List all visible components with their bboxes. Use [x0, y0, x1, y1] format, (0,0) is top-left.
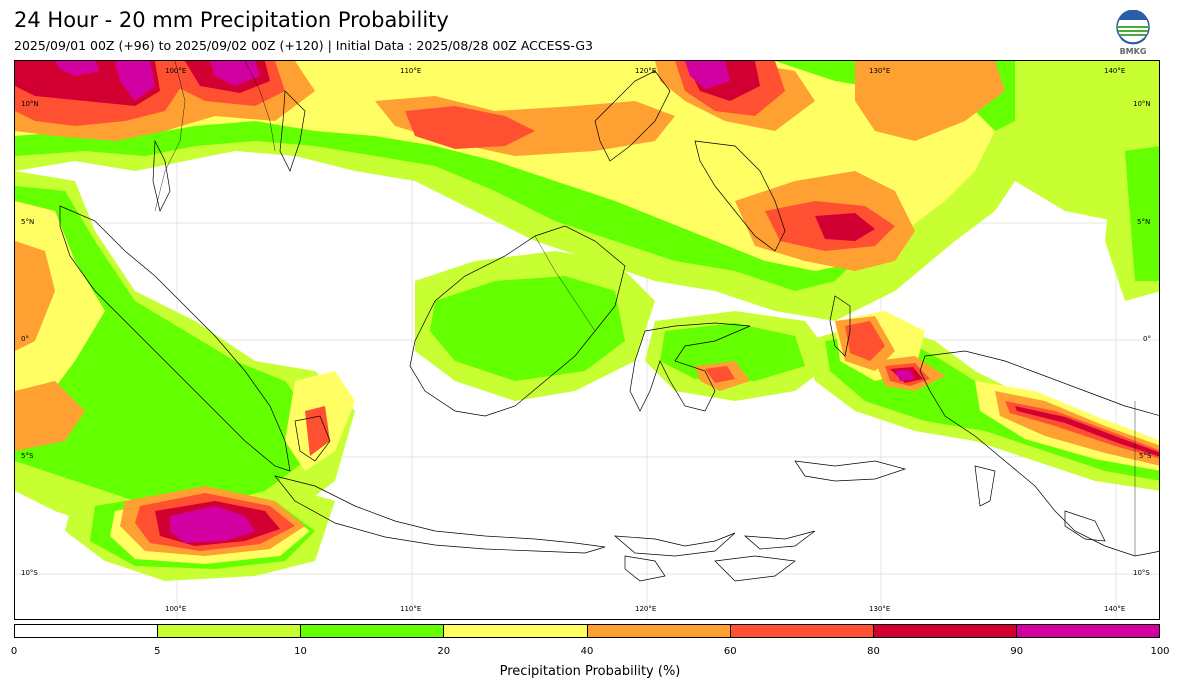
- lat-tick-label: 10°S: [21, 569, 38, 577]
- colorbar-segment: [1016, 625, 1159, 637]
- logo-text: BMKG: [1120, 47, 1147, 56]
- lon-tick-label: 140°E: [1104, 605, 1126, 613]
- lat-tick-label: 5°N: [1137, 218, 1151, 226]
- lat-tick-label: 10°N: [1133, 100, 1151, 108]
- colorbar-tick-label: 90: [1010, 646, 1024, 657]
- chart-title: 24 Hour - 20 mm Precipitation Probabilit…: [14, 8, 449, 32]
- lon-tick-label: 110°E: [400, 67, 422, 75]
- colorbar-segment: [15, 625, 159, 637]
- colorbar-tick-label: 0: [10, 646, 18, 657]
- precipitation-map: 100°E 110°E 120°E 130°E 140°E 100°E 110°…: [14, 60, 1160, 620]
- colorbar-segment: [730, 625, 874, 637]
- lon-tick-label: 120°E: [635, 605, 657, 613]
- colorbar-label: Precipitation Probability (%): [499, 664, 681, 679]
- colorbar-segment: [587, 625, 731, 637]
- lon-tick-label: 120°E: [635, 67, 657, 75]
- colorbar-segment: [444, 625, 588, 637]
- lat-tick-label: 0°: [21, 335, 29, 343]
- colorbar-segment: [301, 625, 445, 637]
- colorbar-tick-label: 60: [723, 646, 737, 657]
- colorbar-tick-label: 20: [437, 646, 451, 657]
- lat-tick-label: 5°S: [1139, 452, 1152, 460]
- colorbar-tick-label: 80: [867, 646, 880, 657]
- colorbar-segment: [873, 625, 1017, 637]
- lat-tick-label: 5°S: [21, 452, 34, 460]
- lon-tick-label: 100°E: [165, 67, 187, 75]
- borders: [154, 61, 1136, 556]
- coastlines: [59, 70, 1159, 582]
- lon-tick-label: 110°E: [400, 605, 422, 613]
- chart-subtitle: 2025/09/01 00Z (+96) to 2025/09/02 00Z (…: [14, 38, 593, 53]
- lon-tick-label: 140°E: [1104, 67, 1126, 75]
- colorbar: [14, 624, 1160, 638]
- colorbar-tick-label: 40: [580, 646, 594, 657]
- lon-tick-label: 130°E: [869, 605, 891, 613]
- lat-tick-label: 10°N: [21, 100, 39, 108]
- colorbar-tick-label: 10: [294, 646, 307, 657]
- lon-tick-label: 100°E: [165, 605, 187, 613]
- colorbar-tick-label: 5: [154, 646, 161, 657]
- lon-tick-label: 130°E: [869, 67, 891, 75]
- prob-90-100-region: [55, 61, 915, 543]
- lat-tick-label: 0°: [1143, 335, 1151, 343]
- bmkg-logo-icon: BMKG: [1116, 10, 1150, 56]
- lat-tick-label: 5°N: [21, 218, 35, 226]
- colorbar-segment: [158, 625, 302, 637]
- colorbar-tick-label: 100: [1150, 646, 1170, 657]
- map-canvas: [15, 61, 1159, 619]
- lat-tick-label: 10°S: [1133, 569, 1150, 577]
